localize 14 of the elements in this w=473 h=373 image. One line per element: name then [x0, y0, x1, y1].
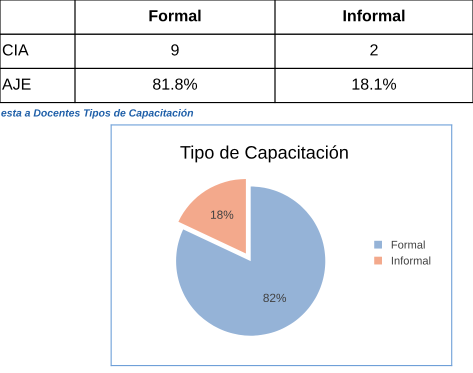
text: 81.8%: [153, 78, 198, 90]
text: Informal: [344, 10, 404, 22]
text: 9: [171, 44, 179, 56]
text: 2: [370, 44, 378, 56]
chart-subtitle: esta a Docentes Tipos de Capacitación: [1, 108, 194, 119]
text: AJE: [2, 78, 31, 90]
text: CIA: [2, 44, 29, 56]
legend-label: Formal: [392, 240, 425, 249]
chart-title: Tipo de Capacitación: [180, 145, 348, 162]
text: 18.1%: [352, 78, 396, 90]
legend-label: Informal: [392, 256, 430, 265]
data-label: 82%: [263, 294, 286, 302]
text: Formal: [149, 10, 200, 22]
data-label: 18%: [210, 210, 234, 219]
